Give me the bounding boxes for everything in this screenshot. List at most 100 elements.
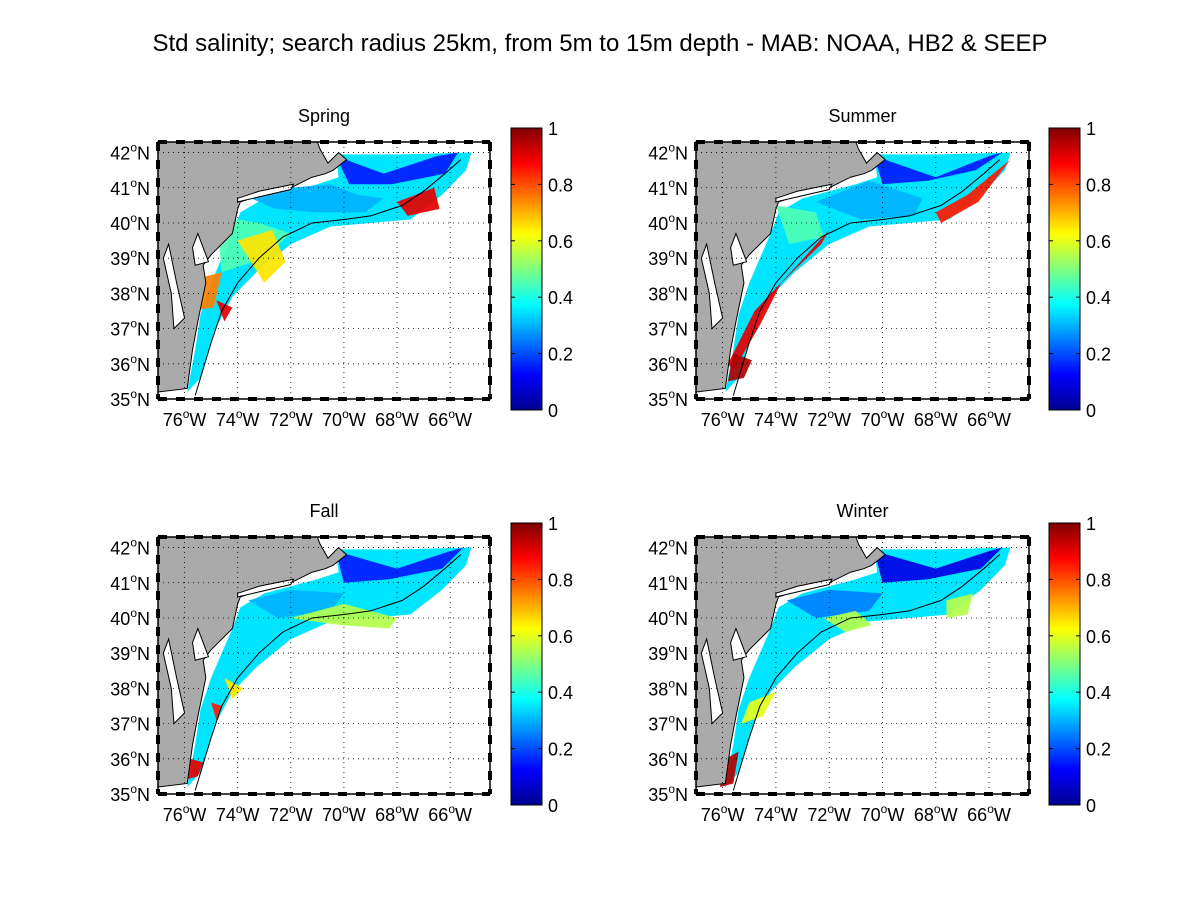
frame-segment xyxy=(488,681,492,690)
frame-segment xyxy=(410,140,419,144)
lat-tick-label: 42oN xyxy=(110,536,150,559)
data-region xyxy=(823,610,872,633)
colorbar-tick-label: 0.4 xyxy=(548,288,573,308)
frame-segment xyxy=(156,376,160,385)
frame-segment xyxy=(488,358,492,367)
lon-tick-label: 70oW xyxy=(322,802,366,825)
long-island xyxy=(775,183,833,203)
frame-segment xyxy=(694,178,698,187)
frame-segment xyxy=(156,322,160,331)
frame-segment xyxy=(966,140,975,144)
frame-segment xyxy=(356,397,365,401)
frame-segment xyxy=(176,140,185,144)
lon-tick-label: 74oW xyxy=(216,407,260,430)
frame-segment xyxy=(156,771,160,780)
frame-segment xyxy=(966,792,975,796)
frame-segment xyxy=(488,735,492,744)
lat-tick-label: 39oN xyxy=(648,246,688,269)
frame-segment xyxy=(694,214,698,223)
frame-segment xyxy=(1027,196,1031,205)
frame-segment xyxy=(694,358,698,367)
frame-segment xyxy=(194,792,203,796)
frame-segment xyxy=(488,537,492,546)
colorbar-tick-label: 1 xyxy=(548,119,558,139)
colorbar-tick-label: 0.8 xyxy=(548,175,573,195)
lat-tick-label: 38oN xyxy=(110,281,150,304)
lat-tick-label: 42oN xyxy=(110,141,150,164)
frame-segment xyxy=(156,663,160,672)
frame-segment xyxy=(410,535,419,539)
frame-segment xyxy=(732,140,741,144)
frame-segment xyxy=(266,535,275,539)
frame-segment xyxy=(1027,214,1031,223)
frame-segment xyxy=(156,160,160,169)
frame-segment xyxy=(694,196,698,205)
lat-tick-label: 42oN xyxy=(648,141,688,164)
frame-segment xyxy=(1027,699,1031,708)
frame-segment xyxy=(912,140,921,144)
frame-segment xyxy=(1027,178,1031,187)
lat-tick-label: 35oN xyxy=(110,387,150,410)
lat-tick-label: 36oN xyxy=(110,352,150,375)
frame-segment xyxy=(156,196,160,205)
data-region xyxy=(946,593,974,618)
frame-segment xyxy=(1027,609,1031,618)
colorbar-tick-label: 0.2 xyxy=(548,740,573,760)
shelf-contour xyxy=(732,554,1001,791)
colorbar-tick-label: 0.2 xyxy=(1086,740,1111,760)
colorbar-tick-label: 1 xyxy=(1086,119,1096,139)
data-region xyxy=(727,353,752,382)
colorbar-tick-label: 0 xyxy=(1086,796,1096,816)
frame-segment xyxy=(1020,140,1029,144)
frame-segment xyxy=(694,555,698,564)
lon-tick-label: 68oW xyxy=(914,802,958,825)
frame-segment xyxy=(156,699,160,708)
frame-segment xyxy=(694,591,698,600)
frame-segment xyxy=(714,140,723,144)
frame-segment xyxy=(488,142,492,151)
frame-segment xyxy=(1027,627,1031,636)
frame-segment xyxy=(156,591,160,600)
panel-title: Fall xyxy=(309,501,338,521)
map-panel-winter: Winter 42oN 41oN 40oN 39oN 38oN 37oN 36oN 35oN 76… xyxy=(648,501,1111,825)
frame-segment xyxy=(488,591,492,600)
frame-segment xyxy=(1020,397,1029,401)
frame-segment xyxy=(1002,397,1011,401)
colorbar-tick-label: 0 xyxy=(1086,401,1096,421)
frame-segment xyxy=(212,140,221,144)
frame-segment xyxy=(694,394,698,399)
frame-segment xyxy=(156,717,160,726)
frame-segment xyxy=(822,792,831,796)
map-layer xyxy=(158,537,490,794)
colorbar-tick-label: 1 xyxy=(548,514,558,534)
map-layer xyxy=(696,142,1029,399)
lat-tick-label: 35oN xyxy=(648,782,688,805)
frame-segment xyxy=(930,397,939,401)
frame-segment xyxy=(488,214,492,223)
frame-segment xyxy=(750,140,759,144)
frame-segment xyxy=(1027,555,1031,564)
frame-segment xyxy=(948,535,957,539)
colorbar-tick-label: 1 xyxy=(1086,514,1096,534)
frame-segment xyxy=(694,573,698,582)
frame-segment xyxy=(750,397,759,401)
data-region xyxy=(727,230,830,371)
frame-segment xyxy=(1027,753,1031,762)
frame-segment xyxy=(488,196,492,205)
frame-segment xyxy=(482,792,490,796)
data-footprint xyxy=(187,547,472,787)
frame-segment xyxy=(446,535,455,539)
frame-segment xyxy=(230,140,239,144)
frame-segment xyxy=(488,555,492,564)
colorbar-tick-label: 0.4 xyxy=(548,683,573,703)
lat-tick-label: 41oN xyxy=(648,176,688,199)
map-panel-spring: Spring 42oN 41oN 40oN 39oN 38oN 37oN 36oN 35oN 76… xyxy=(110,106,573,430)
lat-tick-label: 39oN xyxy=(110,641,150,664)
frame-segment xyxy=(694,771,698,780)
colorbar xyxy=(510,127,543,411)
frame-segment xyxy=(750,535,759,539)
lon-tick-label: 70oW xyxy=(861,407,905,430)
frame-segment xyxy=(176,792,185,796)
frame-segment xyxy=(482,140,490,144)
lat-tick-label: 36oN xyxy=(110,747,150,770)
